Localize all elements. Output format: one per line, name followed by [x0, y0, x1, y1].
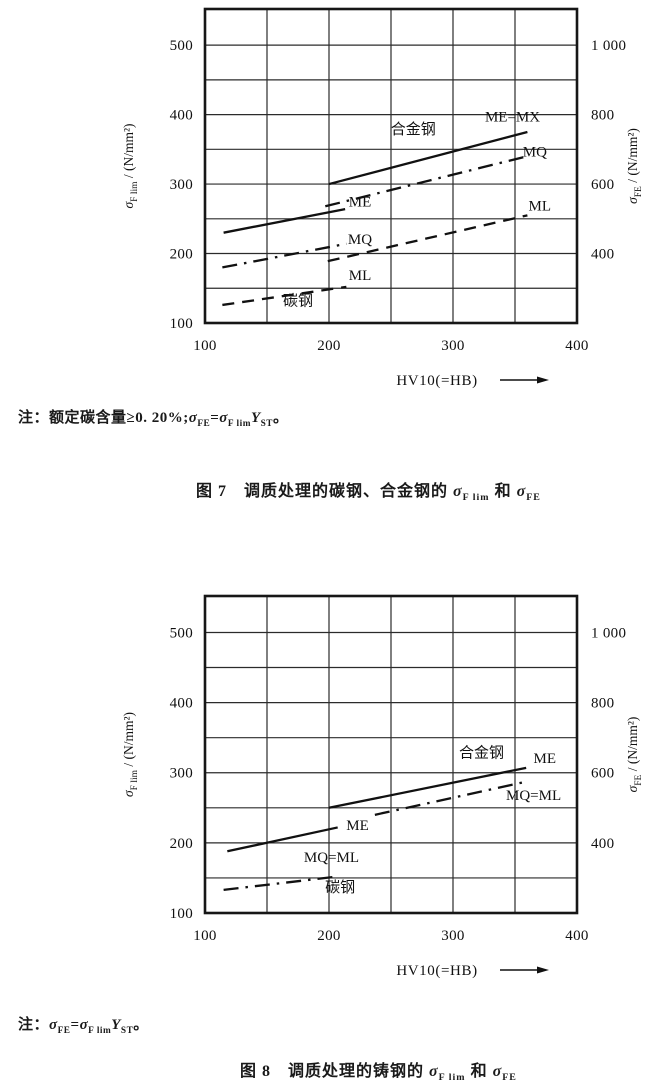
- y-left-axis-label: σF lim / (N/mm²): [121, 712, 140, 797]
- y-left-axis-label: σF lim / (N/mm²): [121, 123, 140, 208]
- y-right-tick-label: 1 000: [591, 625, 626, 641]
- series-carbon-ME: [227, 826, 338, 853]
- line-label: 合金钢: [391, 121, 436, 138]
- line-label: ME: [534, 751, 557, 767]
- y-left-tick-label: 400: [170, 696, 193, 712]
- x-axis-arrowhead: [537, 376, 549, 384]
- y-left-tick-label: 200: [170, 247, 193, 263]
- series-carbon-ME: [223, 207, 346, 234]
- line-label: 碳钢: [325, 879, 355, 896]
- y-right-tick-label: 400: [591, 247, 614, 263]
- series-carbon-ML: [222, 285, 347, 307]
- line-label: 碳钢: [283, 293, 313, 310]
- line-label: MQ=ML: [304, 850, 359, 866]
- series-alloy-MQ: [325, 154, 531, 208]
- figure-7-note: 注：额定碳含量≥0. 20%;σFE=σF limYST。: [18, 410, 289, 429]
- line-label: ML: [349, 268, 372, 284]
- series-carbon-MQ-ML: [223, 875, 338, 891]
- series-alloy-ME: [328, 766, 527, 809]
- line-label: ME=MX: [485, 110, 540, 126]
- figure-7-caption: 图 7 调质处理的碳钢、合金钢的 σF lim 和 σFE: [196, 483, 541, 504]
- line-label: 合金钢: [459, 744, 504, 761]
- x-axis-arrowhead: [537, 966, 549, 974]
- line-label: MQ: [523, 144, 547, 160]
- line-label: ME: [349, 194, 372, 210]
- y-right-axis-label: σFE / (N/mm²): [625, 717, 644, 793]
- figure-8-chart: 100 200 300 400 500 400 600 800 1 000 100 200 300 40…: [121, 594, 644, 979]
- series-alloy-ML: [327, 214, 528, 263]
- y-left-tick-label: 400: [170, 108, 193, 124]
- y-left-tick-label: 100: [170, 906, 193, 922]
- y-right-tick-label: 600: [591, 177, 614, 193]
- y-left-tick-label: 200: [170, 836, 193, 852]
- x-tick-label: 200: [317, 338, 340, 354]
- figure-8-note: 注：σFE=σF limYST。: [18, 1017, 149, 1036]
- figure-8-caption: 图 8 调质处理的铸钢的 σF lim 和 σFE: [240, 1063, 517, 1084]
- y-left-tick-label: 100: [170, 316, 193, 332]
- y-right-tick-label: 400: [591, 836, 614, 852]
- series-alloy-ME-MX: [328, 130, 528, 186]
- series-carbon-MQ: [222, 242, 347, 269]
- x-axis-label: HV10(=HB): [396, 373, 477, 389]
- x-tick-label: 100: [193, 928, 216, 944]
- series-alloy-MQ-ML: [374, 780, 529, 816]
- line-label: ML: [529, 198, 552, 214]
- line-label: MQ=ML: [506, 788, 561, 804]
- line-label: MQ: [348, 232, 372, 248]
- x-tick-label: 300: [441, 928, 464, 944]
- y-left-tick-label: 300: [170, 766, 193, 782]
- y-left-tick-label: 500: [170, 625, 193, 641]
- y-left-tick-label: 300: [170, 177, 193, 193]
- x-axis-label: HV10(=HB): [396, 963, 477, 979]
- plot-frame: [203, 594, 579, 915]
- y-right-tick-label: 800: [591, 108, 614, 124]
- line-label: ME: [346, 818, 369, 834]
- y-left-tick-label: 500: [170, 38, 193, 54]
- y-right-axis-label: σFE / (N/mm²): [625, 128, 644, 204]
- x-tick-label: 300: [441, 338, 464, 354]
- x-tick-label: 400: [565, 338, 588, 354]
- y-right-tick-label: 800: [591, 696, 614, 712]
- plot-frame: [203, 7, 579, 325]
- y-right-tick-label: 600: [591, 766, 614, 782]
- x-tick-label: 100: [193, 338, 216, 354]
- x-tick-label: 200: [317, 928, 340, 944]
- figure-7-chart: 100 200 300 400 500 400 600 800 1 000 100 200 300 40…: [121, 7, 644, 389]
- y-right-tick-label: 1 000: [591, 38, 626, 54]
- x-tick-label: 400: [565, 928, 588, 944]
